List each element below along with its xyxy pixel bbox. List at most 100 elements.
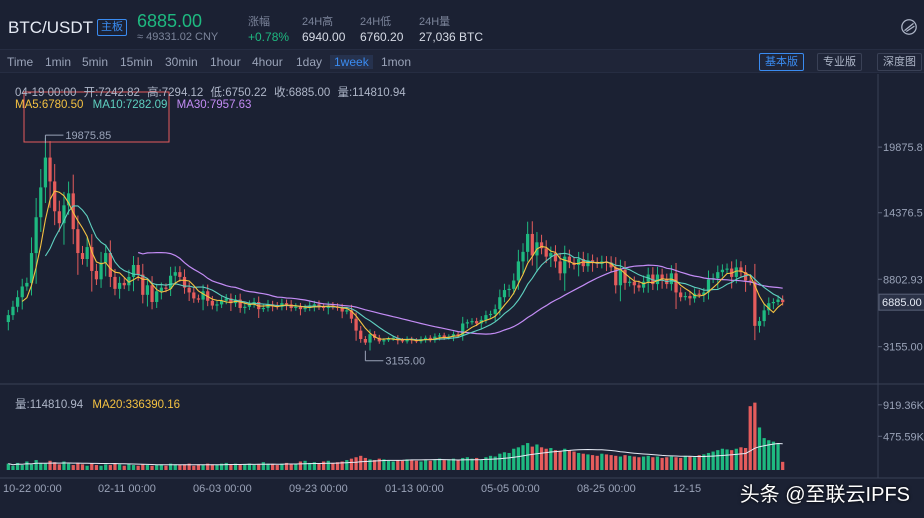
tf-4hour[interactable]: 4hour — [252, 55, 283, 69]
brand-logo-icon[interactable] — [900, 18, 918, 36]
volume-bar — [43, 463, 48, 470]
volume-bar — [215, 465, 219, 470]
volume-bar — [104, 464, 108, 470]
view-depth-button[interactable]: 深度图 — [877, 53, 922, 71]
candle-body — [771, 301, 776, 304]
candle-body — [25, 282, 29, 287]
volume-bar — [530, 446, 534, 470]
volume-bar — [475, 457, 479, 470]
volume-bar — [734, 448, 738, 470]
tf-15min[interactable]: 15min — [120, 55, 153, 69]
tf-1mon[interactable]: 1mon — [381, 55, 412, 69]
volume-bar — [725, 449, 729, 470]
candle-body — [757, 321, 762, 326]
candle-body — [182, 276, 187, 288]
ohlc-date: 04-19 00:00 — [15, 87, 77, 99]
candle-body — [655, 274, 660, 285]
candle-body — [688, 296, 692, 299]
candle-body — [781, 299, 785, 303]
tf-30min[interactable]: 30min — [165, 55, 198, 69]
volume-bar — [512, 448, 516, 470]
volume-bar — [396, 460, 400, 470]
stat-low-label: 24H低 — [360, 16, 392, 28]
candle-body — [614, 267, 618, 286]
volume-tick-label: 475.59K — [883, 431, 924, 443]
volume-bar — [419, 461, 423, 470]
volume-bar — [131, 465, 136, 470]
candle-body — [702, 292, 706, 295]
ohlc-open: 开:7242.82 — [83, 87, 140, 99]
candle-body — [122, 282, 126, 286]
volume-bar — [196, 464, 201, 470]
volume-bar — [373, 460, 377, 470]
volume-bar — [405, 459, 409, 470]
volume-bar — [614, 455, 618, 470]
ohlc-close: 收:6885.00 — [274, 87, 331, 99]
tf-time[interactable]: Time — [7, 55, 34, 69]
stat-high-label: 24H高 — [302, 16, 334, 28]
candle-body — [590, 260, 595, 263]
candle-body — [456, 334, 460, 336]
candle-body — [539, 242, 544, 249]
tf-1day[interactable]: 1day — [296, 55, 323, 69]
candle-body — [275, 305, 279, 307]
volume-bar — [303, 460, 307, 470]
volume-bar — [600, 453, 604, 470]
volume-bar — [326, 460, 330, 470]
volume-bar — [99, 465, 103, 470]
ma30-line — [138, 251, 783, 335]
view-pro-button[interactable]: 专业版 — [817, 53, 862, 71]
tf-5min[interactable]: 5min — [82, 55, 109, 69]
volume-bar — [94, 465, 99, 470]
trading-pair[interactable]: BTC/USDT — [8, 18, 93, 37]
volume-bar — [331, 462, 335, 470]
candle-body — [683, 296, 687, 298]
candlestick-chart[interactable]: 19875.8 14376.5 8802.93 3155.00 6885.00 919.3… — [0, 74, 924, 518]
candle-body — [136, 264, 140, 275]
volume-bar — [368, 459, 372, 470]
volume-bar — [48, 460, 52, 470]
candle-body — [66, 193, 71, 206]
tf-1min[interactable]: 1min — [45, 55, 72, 69]
tf-1hour[interactable]: 1hour — [210, 55, 241, 69]
candle-body — [280, 303, 284, 307]
volume-bar — [159, 464, 163, 470]
stat-volume-label: 24H量 — [419, 16, 451, 28]
candle-body — [762, 310, 766, 322]
candle-body — [433, 336, 437, 341]
candle-body — [632, 281, 636, 286]
volume-bar — [646, 455, 650, 470]
candle-body — [553, 253, 558, 262]
candle-body — [6, 315, 10, 323]
volume-bar — [25, 461, 29, 470]
volume-bar — [90, 463, 94, 470]
candle-body — [563, 256, 567, 274]
candle-body — [368, 334, 372, 343]
time-tick-label: 09-23 00:00 — [289, 483, 348, 495]
candle-body — [618, 269, 623, 286]
view-basic-button[interactable]: 基本版 — [759, 53, 804, 71]
volume-bar — [122, 465, 126, 470]
candle-body — [623, 269, 627, 283]
time-tick-label: 05-05 00:00 — [481, 483, 540, 495]
price-tick-label: 19875.8 — [883, 142, 923, 154]
candle-body — [674, 273, 678, 293]
volume-bar — [748, 406, 752, 470]
volume-bar — [461, 457, 465, 470]
candle-body — [377, 337, 381, 342]
candle-body — [641, 281, 646, 288]
candle-body — [187, 287, 191, 293]
volume-bar — [164, 465, 168, 470]
tf-1week[interactable]: 1week — [330, 55, 373, 69]
candle-body — [442, 335, 446, 338]
volume-bar — [669, 456, 674, 470]
candle-body — [734, 267, 738, 277]
volume-bar — [85, 465, 89, 470]
current-price-label: 6885.00 — [882, 297, 922, 309]
candle-body — [159, 287, 163, 292]
volume-bar — [498, 453, 502, 470]
volume-bar — [247, 463, 252, 470]
candle-body — [354, 318, 358, 331]
volume-bar — [377, 458, 381, 470]
candle-body — [581, 259, 585, 267]
